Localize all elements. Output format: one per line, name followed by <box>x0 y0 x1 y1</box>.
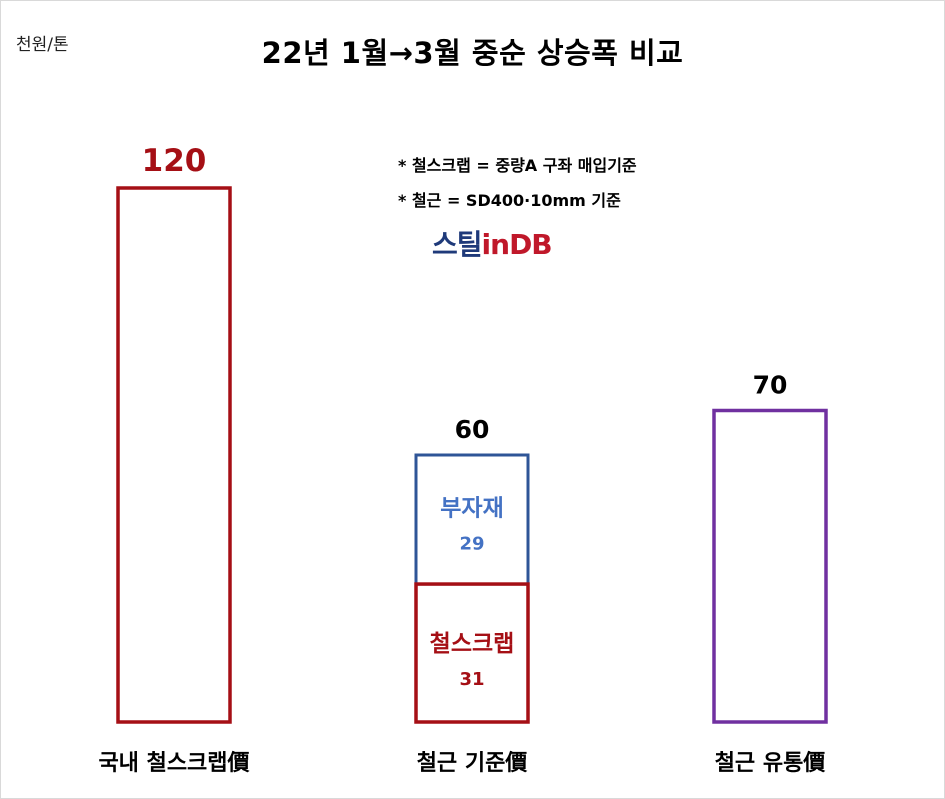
chart-title: 22년 1월→3월 중순 상승폭 비교 <box>261 36 684 70</box>
bar-segment-scrap <box>414 582 530 724</box>
note-rebar: * 철근 = SD400·10mm 기준 <box>398 191 621 210</box>
total-label-2: 70 <box>753 371 788 400</box>
logo-part-in: in <box>481 228 511 261</box>
category-label-2: 철근 유통價 <box>715 751 827 776</box>
segment-value-scrap: 31 <box>459 669 484 690</box>
total-label-0: 120 <box>142 143 207 179</box>
bar-rebar-distribution <box>712 408 828 724</box>
segment-label-subsidiary: 부자재 <box>440 496 503 522</box>
bar-domestic-scrap <box>116 186 232 724</box>
logo-part-db: DB <box>509 228 553 261</box>
logo-part-steel: 스틸 <box>432 228 483 261</box>
category-label-0: 국내 철스크랩價 <box>98 751 250 776</box>
steelindb-logo: 스틸inDB <box>432 223 553 263</box>
segment-value-subsidiary: 29 <box>459 534 484 555</box>
note-scrap: * 철스크랩 = 중량A 구좌 매입기준 <box>398 156 637 175</box>
unit-label: 천원/톤 <box>16 35 69 55</box>
segment-label-scrap: 철스크랩 <box>430 631 515 657</box>
total-label-1: 60 <box>455 415 490 444</box>
category-label-1: 철근 기준價 <box>417 751 529 776</box>
